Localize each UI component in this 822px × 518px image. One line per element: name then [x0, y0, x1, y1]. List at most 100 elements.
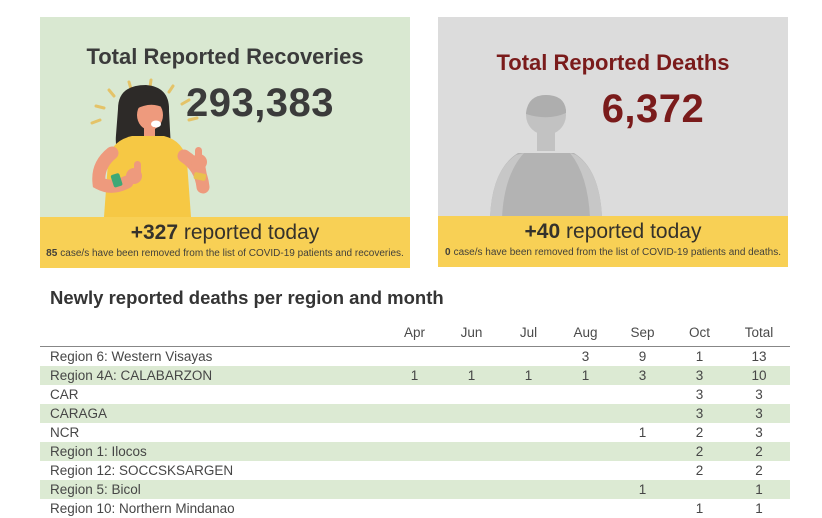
value-cell — [386, 480, 443, 499]
value-cell: 1 — [695, 500, 704, 516]
deaths-today-label: reported today — [566, 220, 702, 243]
deaths-card: Total Reported Deaths 6,372 +40 reported… — [438, 17, 788, 267]
column-header-total: Total — [744, 325, 774, 340]
recoveries-total: 293,383 — [185, 81, 335, 125]
value-cell — [614, 385, 671, 404]
value-cell: 1 — [638, 481, 647, 497]
value-cell: 1 — [755, 500, 763, 516]
value-cell: 1 — [581, 367, 590, 383]
woman-thumbs-up-icon — [90, 78, 210, 217]
person-silhouette-icon — [490, 95, 602, 218]
recoveries-card-title: Total Reported Recoveries — [86, 44, 364, 69]
value-cell: 3 — [755, 405, 763, 421]
value-cell: 3 — [755, 386, 763, 402]
value-cell — [443, 442, 500, 461]
table-row: Region 12: SOCCSKSARGEN 2 2 — [40, 461, 790, 480]
recoveries-removed-count: 85 — [46, 248, 58, 259]
table-header-row: Apr Jun Jul Aug Sep Oct Total — [40, 322, 790, 347]
value-cell — [443, 480, 500, 499]
value-cell — [443, 347, 500, 366]
recoveries-today-line: +327 reported today — [40, 221, 410, 245]
value-cell: 3 — [755, 424, 763, 440]
value-cell: 3 — [695, 386, 704, 402]
deaths-total: 6,372 — [601, 87, 705, 131]
value-cell — [386, 404, 443, 423]
value-cell — [671, 480, 728, 499]
value-cell: 10 — [751, 367, 767, 383]
value-cell — [500, 480, 557, 499]
person-silhouette-illustration — [476, 93, 618, 218]
region-cell: NCR — [50, 424, 80, 440]
value-cell: 1 — [410, 367, 419, 383]
value-cell: 3 — [695, 367, 704, 383]
value-cell: 3 — [581, 348, 590, 364]
table-row: Region 5: Bicol 1 1 — [40, 479, 790, 499]
column-header-apr: Apr — [403, 325, 425, 340]
region-cell: Region 1: Ilocos — [50, 443, 147, 459]
value-cell — [500, 404, 557, 423]
value-cell — [500, 385, 557, 404]
value-cell: 2 — [695, 424, 704, 440]
value-cell: 1 — [467, 367, 476, 383]
column-header-jun: Jun — [460, 325, 483, 340]
value-cell: 3 — [695, 405, 704, 421]
recoveries-today-label: reported today — [183, 221, 320, 244]
deaths-card-footer: +40 reported today 0 case/s have been rem… — [438, 216, 788, 267]
value-cell — [500, 499, 557, 518]
value-cell — [557, 480, 614, 499]
value-cell: 1 — [695, 348, 704, 364]
column-header-aug: Aug — [573, 325, 598, 340]
table-row: Region 6: Western Visayas 3 9 1 13 — [40, 347, 790, 366]
table-row: Region 10: Northern Mindanao 1 1 — [40, 499, 790, 518]
column-header-sep: Sep — [630, 325, 655, 340]
deaths-table-body: Region 6: Western Visayas 3 9 1 13 Region 4A:… — [40, 347, 790, 518]
deaths-per-region-table: Apr Jun Jul Aug Sep Oct Total Region 6: … — [40, 322, 790, 518]
value-cell — [386, 461, 443, 480]
value-cell — [443, 499, 500, 518]
deaths-removed-line: 0 case/s have been removed from the list … — [438, 246, 788, 260]
value-cell — [500, 442, 557, 461]
deaths-card-title: Total Reported Deaths — [496, 50, 730, 75]
column-header-jul: Jul — [519, 325, 538, 340]
value-cell — [443, 385, 500, 404]
value-cell — [557, 442, 614, 461]
value-cell — [614, 404, 671, 423]
value-cell: 9 — [638, 348, 647, 364]
recovered-woman-illustration — [52, 77, 227, 217]
recoveries-removed-text: case/s have been removed from the list o… — [60, 248, 404, 259]
table-row: Region 1: Ilocos 2 2 — [40, 441, 790, 461]
value-cell — [443, 461, 500, 480]
table-section-title: Newly reported deaths per region and mon… — [50, 287, 444, 308]
value-cell — [386, 423, 443, 442]
value-cell: 2 — [755, 462, 763, 478]
region-cell: Region 5: Bicol — [50, 481, 141, 497]
value-cell — [557, 385, 614, 404]
deaths-removed-text: case/s have been removed from the list o… — [453, 247, 781, 258]
value-cell: 2 — [695, 462, 704, 478]
table-row: Region 4A: CALABARZON 1 1 1 1 3 3 10 — [40, 365, 790, 385]
table-row: CAR 3 3 — [40, 385, 790, 404]
region-cell: Region 6: Western Visayas — [50, 348, 213, 364]
region-cell: CAR — [50, 386, 79, 402]
value-cell — [386, 385, 443, 404]
value-cell — [557, 461, 614, 480]
value-cell: 2 — [755, 443, 763, 459]
value-cell — [557, 499, 614, 518]
value-cell: 1 — [638, 424, 647, 440]
value-cell — [386, 499, 443, 518]
value-cell — [614, 461, 671, 480]
value-cell — [443, 404, 500, 423]
region-cell: Region 12: SOCCSKSARGEN — [50, 462, 234, 478]
value-cell — [614, 442, 671, 461]
value-cell — [614, 499, 671, 518]
deaths-removed-count: 0 — [445, 247, 451, 258]
value-cell: 2 — [695, 443, 704, 459]
value-cell — [557, 404, 614, 423]
region-cell: CARAGA — [50, 405, 108, 421]
table-row: NCR 1 2 3 — [40, 423, 790, 442]
deaths-today-line: +40 reported today — [438, 220, 788, 244]
recoveries-card-footer: +327 reported today 85 case/s have been r… — [40, 217, 410, 268]
value-cell — [443, 423, 500, 442]
region-column-header — [40, 322, 386, 347]
